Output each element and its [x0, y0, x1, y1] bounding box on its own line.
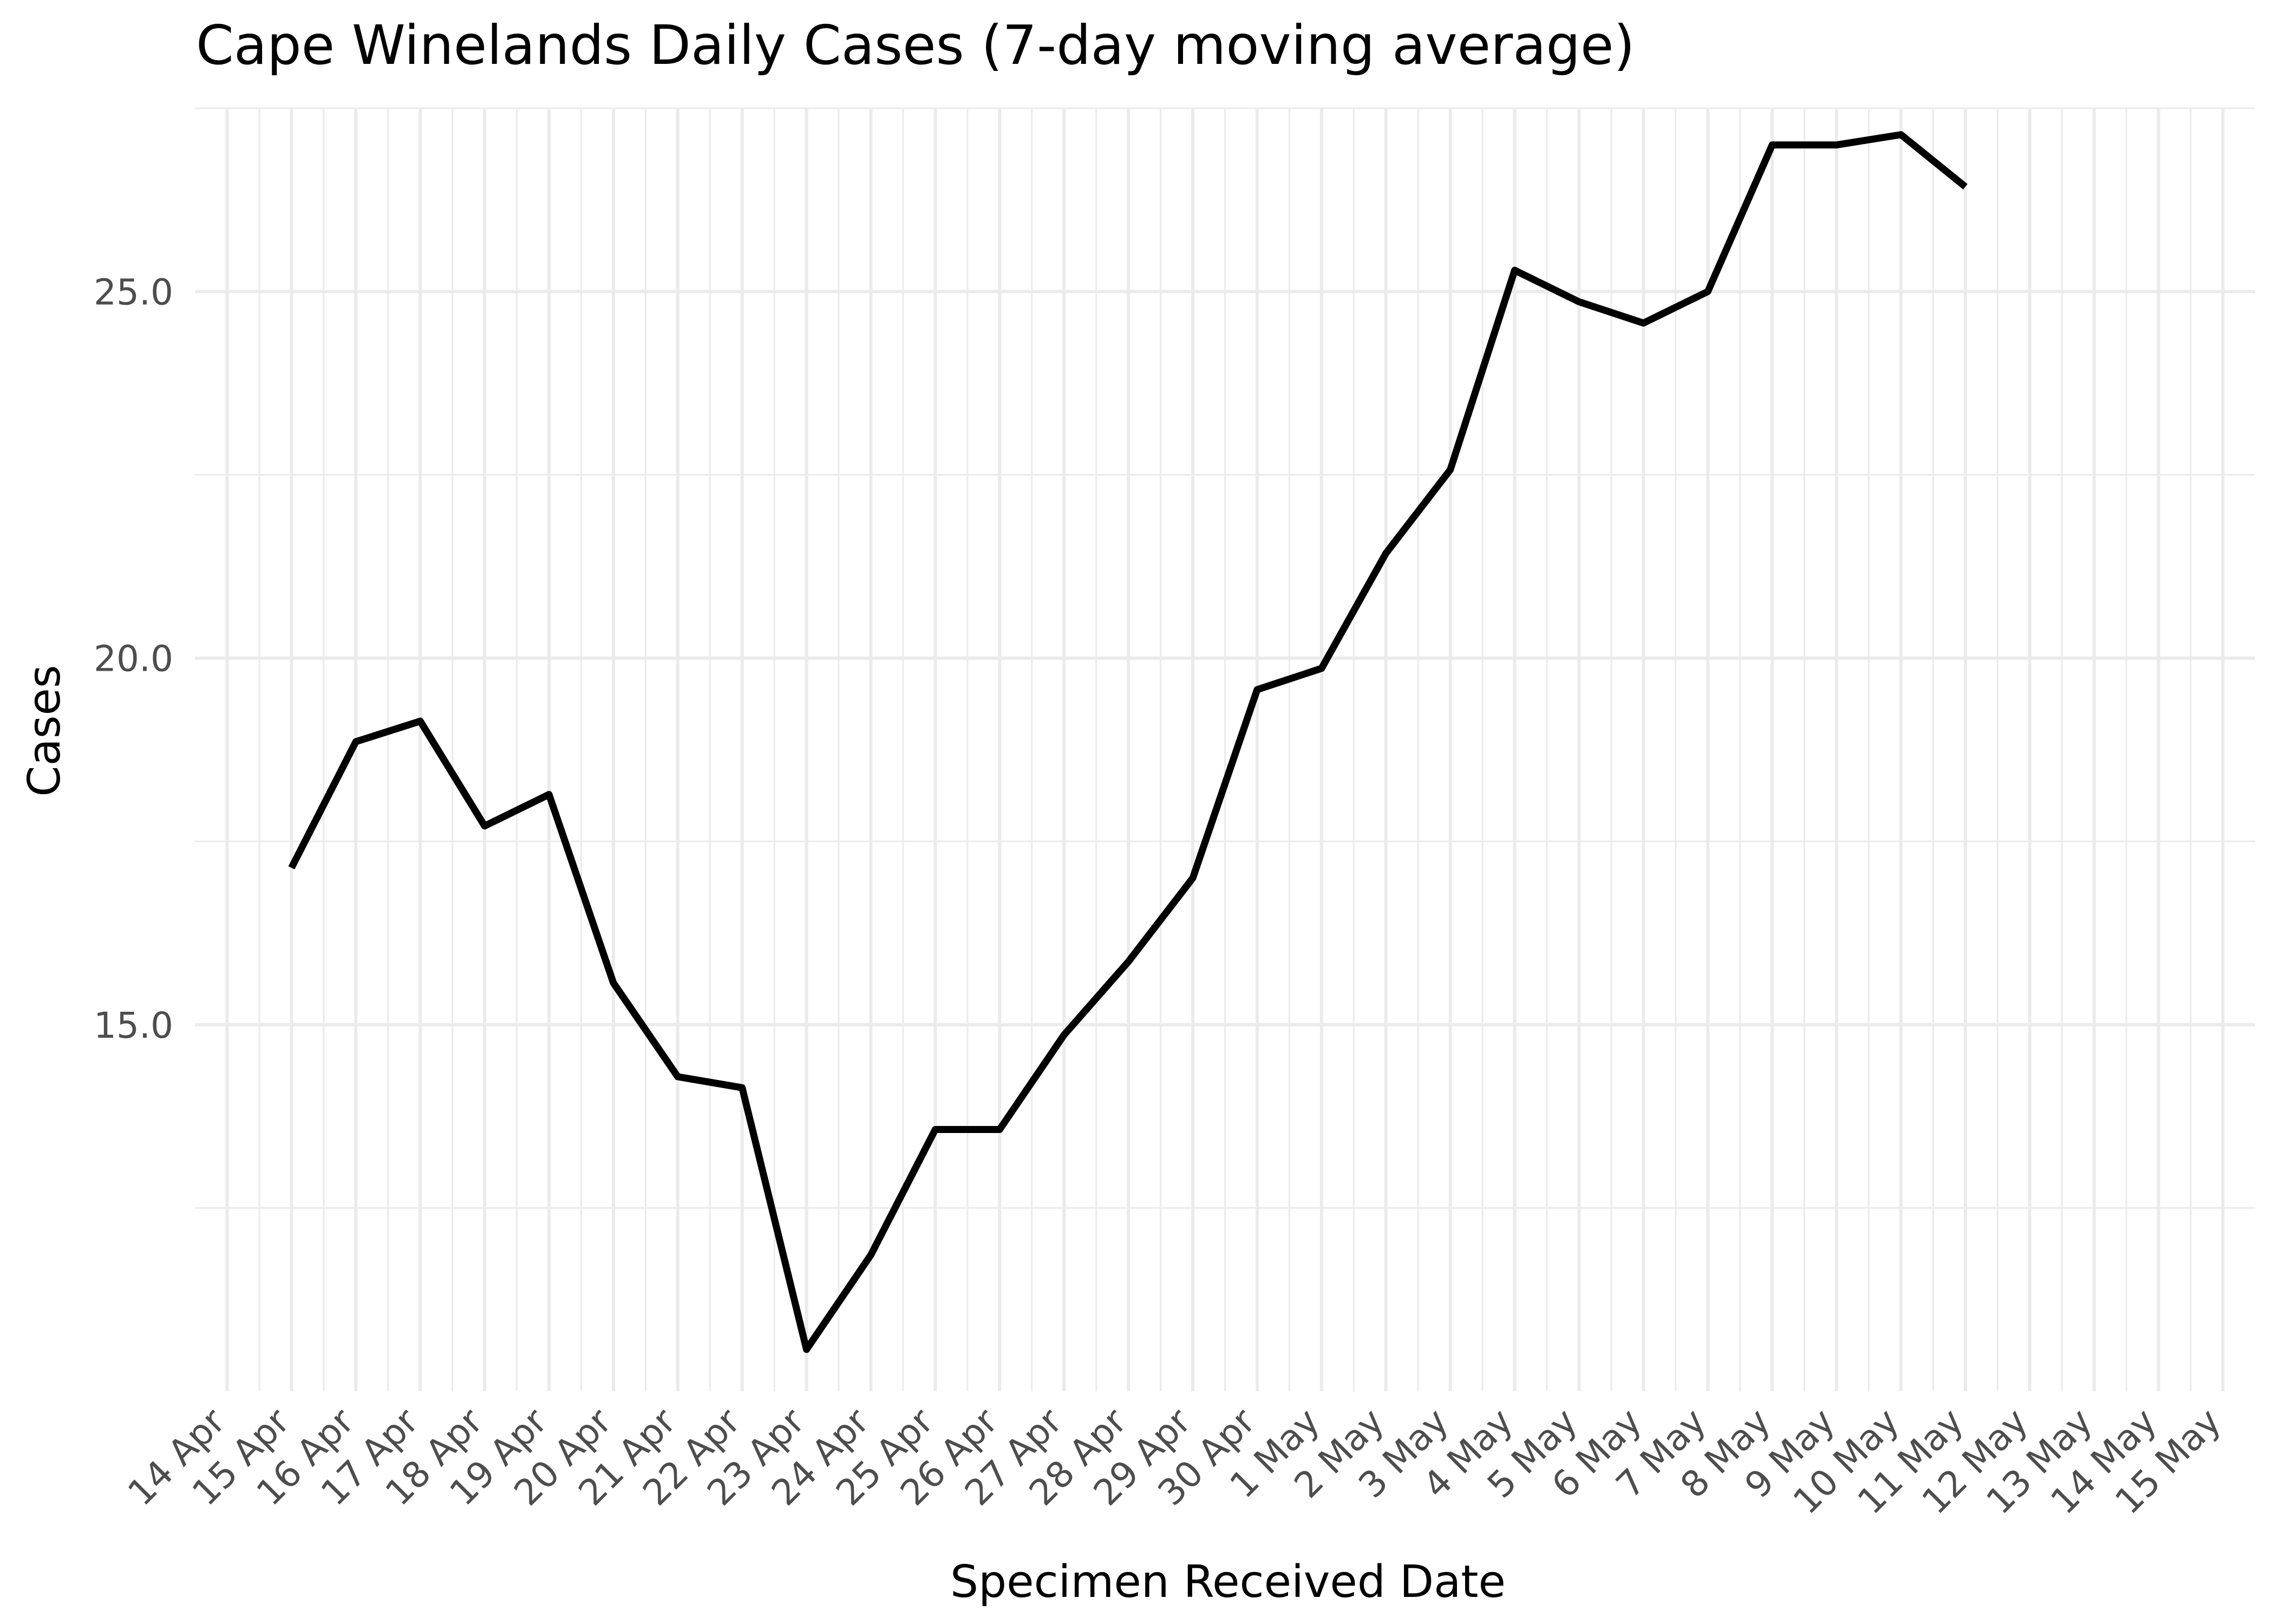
- y-tick-label: 25.0: [94, 272, 173, 313]
- chart-title: Cape Winelands Daily Cases (7-day moving…: [196, 14, 1635, 77]
- y-axis-title: Cases: [19, 665, 70, 796]
- series-layer: [288, 131, 1968, 1353]
- y-axis-tick-labels: 15.0 20.0 25.0: [94, 272, 173, 1046]
- y-tick-label: 15.0: [94, 1005, 173, 1046]
- series-line-cases: [288, 131, 1968, 1353]
- minor-gridlines: [195, 107, 2255, 1391]
- y-tick-label: 20.0: [94, 638, 173, 680]
- x-axis-title: Specimen Received Date: [950, 1556, 1506, 1608]
